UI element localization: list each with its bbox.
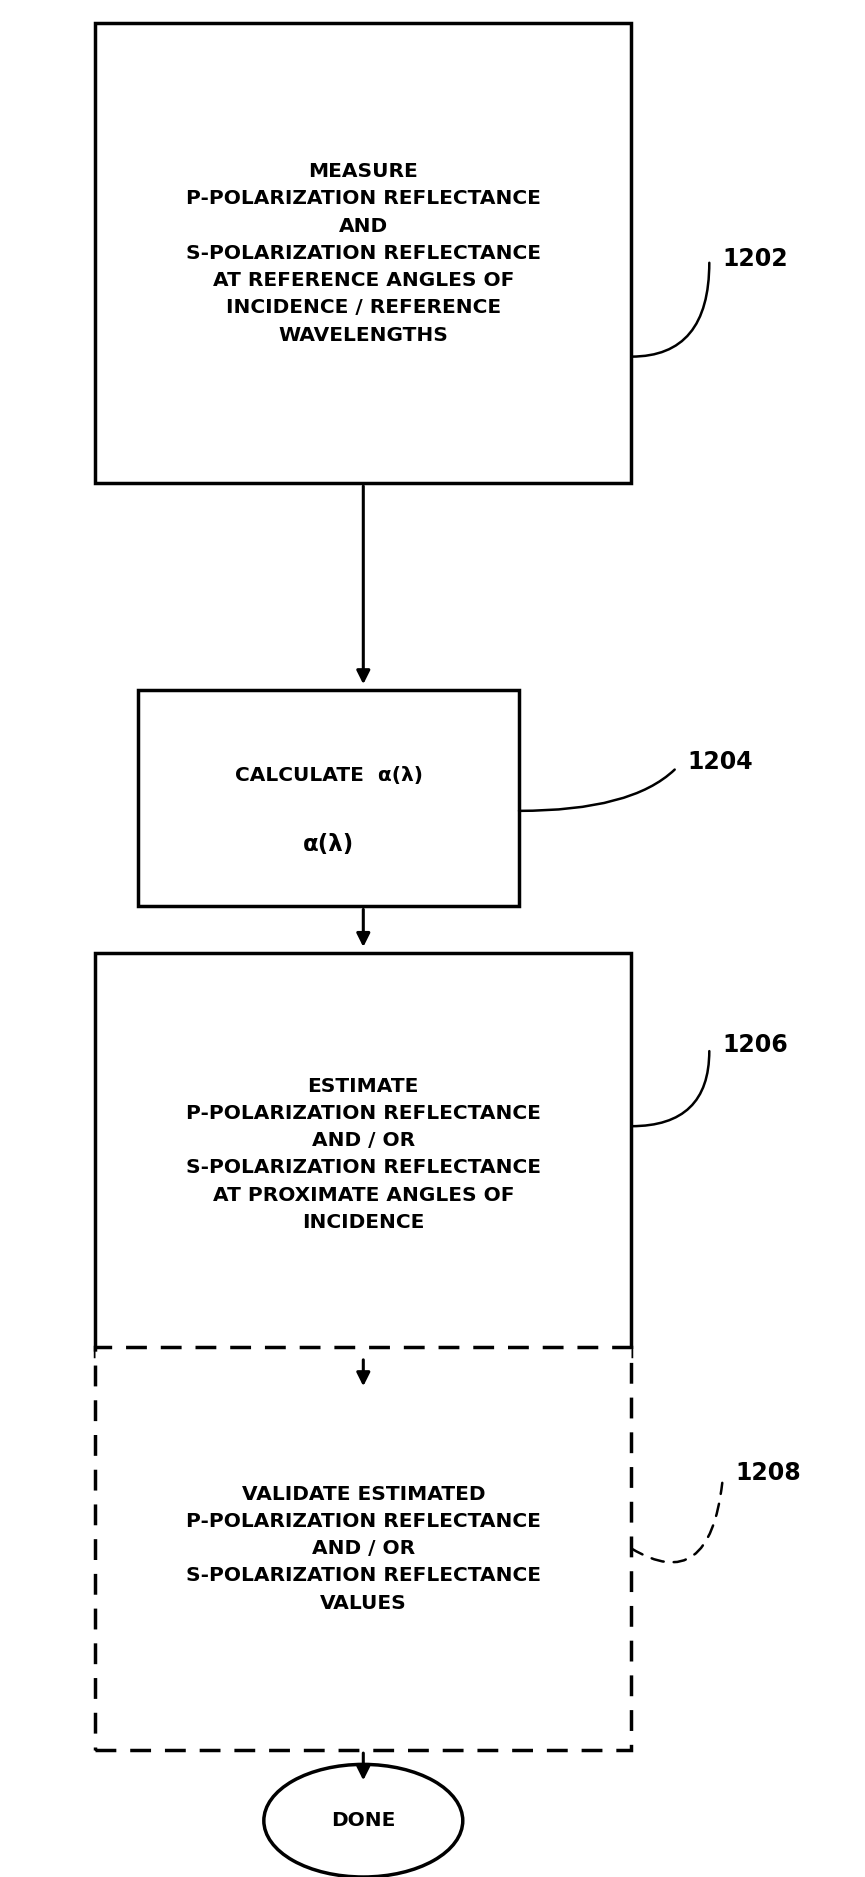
- Text: 1202: 1202: [722, 248, 788, 270]
- Text: α(λ): α(λ): [303, 833, 355, 856]
- Bar: [138, 691, 519, 907]
- Ellipse shape: [264, 1764, 463, 1877]
- Text: 1208: 1208: [735, 1462, 801, 1485]
- Text: 1204: 1204: [688, 751, 753, 773]
- Bar: [95, 952, 631, 1355]
- Text: ESTIMATE
P-POLARIZATION REFLECTANCE
AND / OR
S-POLARIZATION REFLECTANCE
AT PROXI: ESTIMATE P-POLARIZATION REFLECTANCE AND …: [186, 1077, 541, 1231]
- Text: VALIDATE ESTIMATED
P-POLARIZATION REFLECTANCE
AND / OR
S-POLARIZATION REFLECTANC: VALIDATE ESTIMATED P-POLARIZATION REFLEC…: [186, 1485, 541, 1612]
- Text: MEASURE
P-POLARIZATION REFLECTANCE
AND
S-POLARIZATION REFLECTANCE
AT REFERENCE A: MEASURE P-POLARIZATION REFLECTANCE AND S…: [186, 161, 541, 345]
- Text: 1206: 1206: [722, 1034, 788, 1057]
- Text: CALCULATE  α(λ): CALCULATE α(λ): [234, 766, 423, 785]
- Bar: [95, 1348, 631, 1749]
- Text: DONE: DONE: [331, 1811, 395, 1830]
- Bar: [95, 24, 631, 484]
